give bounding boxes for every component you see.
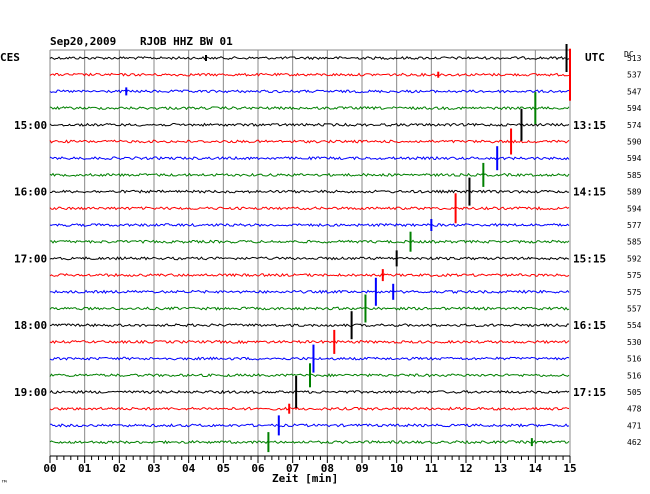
dc-offset-label: 537 [627, 71, 642, 80]
trace-row [49, 72, 570, 77]
dc-offset-label: 574 [627, 121, 642, 130]
x-tick-label: 11 [425, 462, 439, 475]
trace-row [49, 172, 570, 177]
x-tick-label: 03 [147, 462, 160, 475]
x-tick-label: 12 [459, 462, 472, 475]
trace-row [49, 156, 570, 161]
trace-row [49, 206, 570, 211]
station-label: RJOB HHZ BW 01 [140, 35, 233, 48]
right-hour-label: 17:15 [573, 386, 606, 399]
x-tick-label: 10 [390, 462, 403, 475]
trace-row [49, 105, 570, 111]
x-tick-label: 07 [286, 462, 299, 475]
dc-offset-label: 594 [627, 204, 642, 213]
x-tick-label: 08 [321, 462, 334, 475]
dc-header-label: DC [624, 50, 634, 59]
left-hour-label: 16:00 [14, 186, 47, 199]
trace-row [49, 406, 570, 411]
dc-offset-label: 589 [627, 188, 642, 197]
dc-offset-label: 575 [627, 271, 642, 280]
row-labels: 513 537 547 594 574 590 594 585 589 594 577 585 592 5… [14, 54, 642, 447]
trace-row [49, 423, 570, 428]
dc-offset-label: 575 [627, 288, 642, 297]
corner-mark: ™ [1, 479, 7, 488]
dc-offset-label: 577 [627, 221, 642, 230]
dc-offset-label: 530 [627, 338, 642, 347]
trace-row [49, 89, 570, 94]
trace-row [50, 189, 570, 194]
x-tick-label: 05 [217, 462, 230, 475]
right-hour-label: 16:15 [573, 319, 606, 332]
dc-offset-label: 592 [627, 254, 642, 263]
dc-offset-label: 585 [627, 238, 642, 247]
trace-row [49, 272, 570, 278]
x-tick-label: 01 [78, 462, 92, 475]
trace-row [49, 389, 570, 395]
trace-row [49, 122, 570, 127]
dc-offset-label: 478 [627, 405, 642, 414]
x-axis: 00 01 02 03 04 05 06 07 08 09 10 11 12 13 14 15 [43, 455, 577, 475]
dc-offset-label: 513 [627, 54, 642, 63]
left-timezone-label: CES [0, 51, 20, 64]
dc-offset-label: 557 [627, 305, 642, 314]
x-tick-label: 04 [182, 462, 196, 475]
right-timezone-label: UTC [585, 51, 605, 64]
dc-offset-label: 590 [627, 138, 642, 147]
dc-offset-label: 547 [627, 87, 642, 96]
trace-row [49, 239, 570, 244]
dc-offset-label: 516 [627, 371, 642, 380]
dc-offset-label: 505 [627, 388, 642, 397]
x-axis-title: Zeit [min] [272, 472, 338, 485]
trace-row [49, 222, 570, 228]
dc-offset-label: 594 [627, 154, 642, 163]
trace-group [49, 55, 570, 445]
trace-row [49, 55, 570, 61]
trace-row [49, 139, 570, 144]
dc-offset-label: 585 [627, 171, 642, 180]
x-tick-label: 13 [494, 462, 507, 475]
right-hour-label: 13:15 [573, 119, 606, 132]
x-tick-label: 14 [529, 462, 543, 475]
trace-row [49, 289, 570, 295]
dc-offset-label: 462 [627, 438, 642, 447]
trace-row [49, 339, 570, 345]
grid-lines [49, 49, 571, 456]
trace-row [49, 256, 570, 261]
trace-row [49, 323, 570, 328]
trace-row [49, 356, 570, 361]
trace-row [49, 306, 570, 311]
x-tick-label: 06 [251, 462, 265, 475]
right-hour-label: 14:15 [573, 186, 606, 199]
left-hour-label: 17:00 [14, 252, 47, 265]
dc-offset-label: 554 [627, 321, 642, 330]
event-group [125, 44, 571, 453]
x-tick-label: 09 [355, 462, 368, 475]
x-tick-label: 00 [43, 462, 56, 475]
date-label: Sep20,2009 [50, 35, 116, 48]
dc-offset-label: 516 [627, 355, 642, 364]
dc-offset-label: 471 [627, 421, 642, 430]
left-hour-label: 18:00 [14, 319, 47, 332]
right-hour-label: 15:15 [573, 252, 606, 265]
dc-offset-label: 594 [627, 104, 642, 113]
left-hour-label: 15:00 [14, 119, 47, 132]
left-hour-label: 19:00 [14, 386, 47, 399]
trace-row [49, 439, 570, 445]
x-tick-label: 02 [113, 462, 126, 475]
x-tick-label: 15 [563, 462, 576, 475]
